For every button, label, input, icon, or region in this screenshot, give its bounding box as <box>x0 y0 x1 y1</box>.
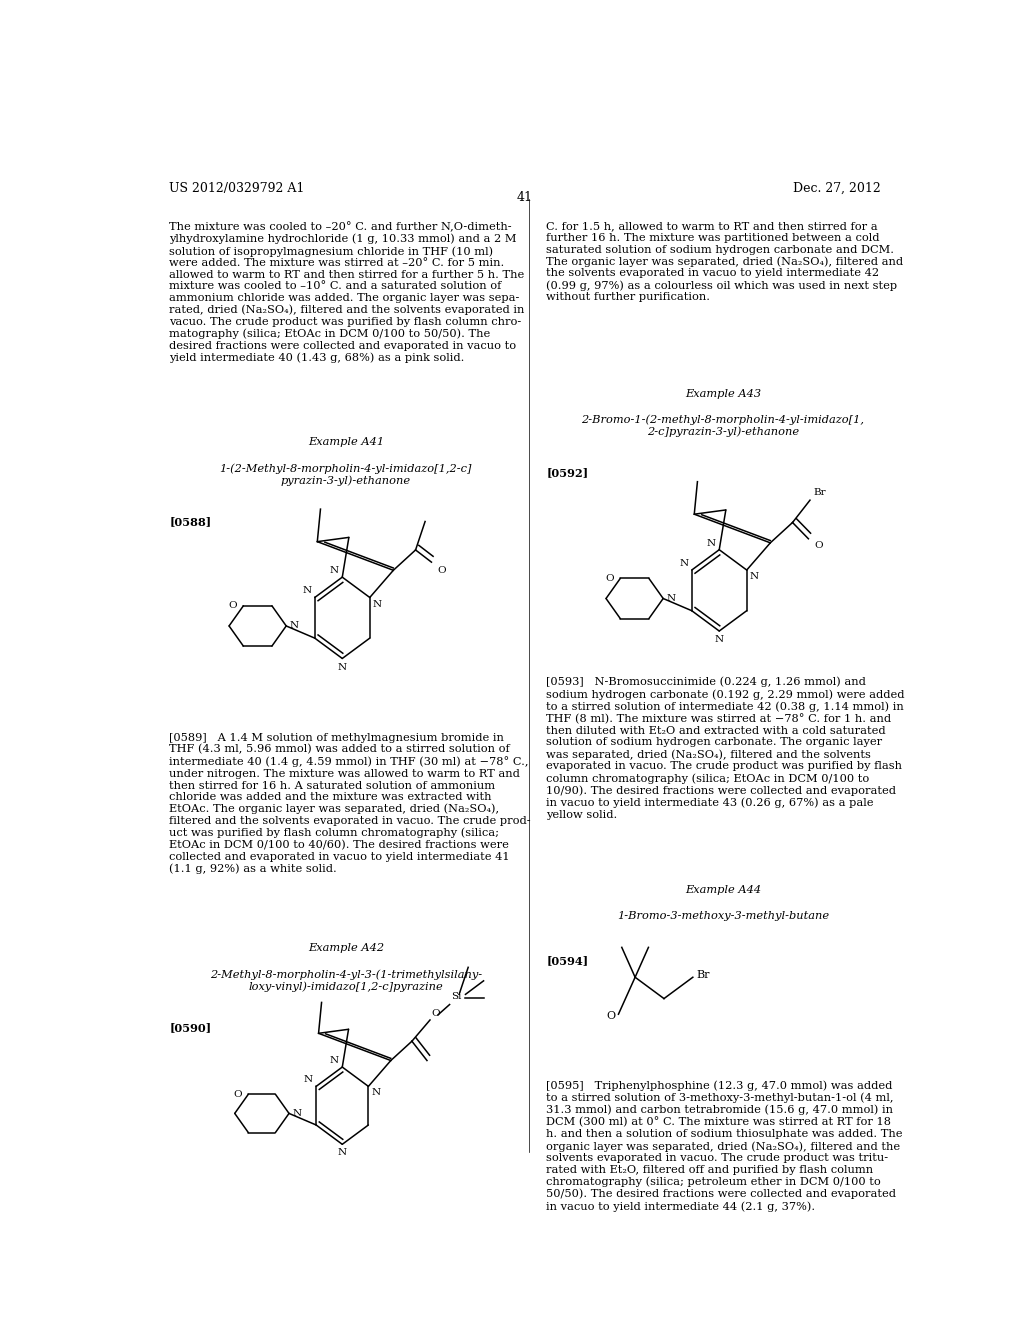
Text: N: N <box>330 1056 339 1065</box>
Text: N: N <box>750 572 759 581</box>
Text: O: O <box>606 1011 615 1022</box>
Text: 41: 41 <box>517 191 532 203</box>
Text: N: N <box>292 1109 301 1118</box>
Text: N: N <box>338 1148 347 1158</box>
Text: N: N <box>373 599 382 609</box>
Text: 1-(2-Methyl-8-morpholin-4-yl-imidazo[1,2-c]
pyrazin-3-yl)-ethanone: 1-(2-Methyl-8-morpholin-4-yl-imidazo[1,2… <box>219 463 472 486</box>
Text: Example A42: Example A42 <box>308 942 384 953</box>
Text: The mixture was cooled to –20° C. and further N,O-dimeth-
ylhydroxylamine hydroc: The mixture was cooled to –20° C. and fu… <box>169 222 524 363</box>
Text: N: N <box>290 622 299 631</box>
Text: N: N <box>338 663 347 672</box>
Text: [0588]: [0588] <box>169 516 211 527</box>
Text: O: O <box>431 1008 440 1018</box>
Text: Br: Br <box>696 970 710 981</box>
Text: US 2012/0329792 A1: US 2012/0329792 A1 <box>169 182 305 195</box>
Text: N: N <box>372 1089 381 1097</box>
Text: Br: Br <box>813 488 825 498</box>
Text: [0593]   N-Bromosuccinimide (0.224 g, 1.26 mmol) and
sodium hydrogen carbonate (: [0593] N-Bromosuccinimide (0.224 g, 1.26… <box>546 677 905 820</box>
Text: N: N <box>302 586 311 595</box>
Text: N: N <box>667 594 676 603</box>
Text: C. for 1.5 h, allowed to warm to RT and then stirred for a
further 16 h. The mix: C. for 1.5 h, allowed to warm to RT and … <box>546 222 903 302</box>
Text: [0592]: [0592] <box>546 467 589 478</box>
Text: Dec. 27, 2012: Dec. 27, 2012 <box>793 182 881 195</box>
Text: N: N <box>707 539 716 548</box>
Text: Example A43: Example A43 <box>685 389 761 399</box>
Text: N: N <box>680 558 688 568</box>
Text: N: N <box>304 1076 313 1084</box>
Text: [0590]: [0590] <box>169 1022 211 1034</box>
Text: [0594]: [0594] <box>546 956 589 966</box>
Text: O: O <box>437 566 445 576</box>
Text: [0595]   Triphenylphosphine (12.3 g, 47.0 mmol) was added
to a stirred solution : [0595] Triphenylphosphine (12.3 g, 47.0 … <box>546 1080 903 1212</box>
Text: Example A44: Example A44 <box>685 886 761 895</box>
Text: 2-Methyl-8-morpholin-4-yl-3-(1-trimethylsilany-
loxy-vinyl)-imidazo[1,2-c]pyrazi: 2-Methyl-8-morpholin-4-yl-3-(1-trimethyl… <box>210 969 482 993</box>
Text: O: O <box>228 602 237 610</box>
Text: 2-Bromo-1-(2-methyl-8-morpholin-4-yl-imidazo[1,
2-c]pyrazin-3-yl)-ethanone: 2-Bromo-1-(2-methyl-8-morpholin-4-yl-imi… <box>582 414 864 437</box>
Text: Example A41: Example A41 <box>308 437 384 447</box>
Text: Si: Si <box>452 993 462 1002</box>
Text: [0589]   A 1.4 M solution of methylmagnesium bromide in
THF (4.3 ml, 5.96 mmol) : [0589] A 1.4 M solution of methylmagnesi… <box>169 733 530 874</box>
Text: 1-Bromo-3-methoxy-3-methyl-butane: 1-Bromo-3-methoxy-3-methyl-butane <box>616 911 828 920</box>
Text: O: O <box>605 574 614 583</box>
Text: N: N <box>715 635 724 644</box>
Text: O: O <box>814 541 822 550</box>
Text: O: O <box>233 1090 242 1098</box>
Text: N: N <box>330 566 339 576</box>
